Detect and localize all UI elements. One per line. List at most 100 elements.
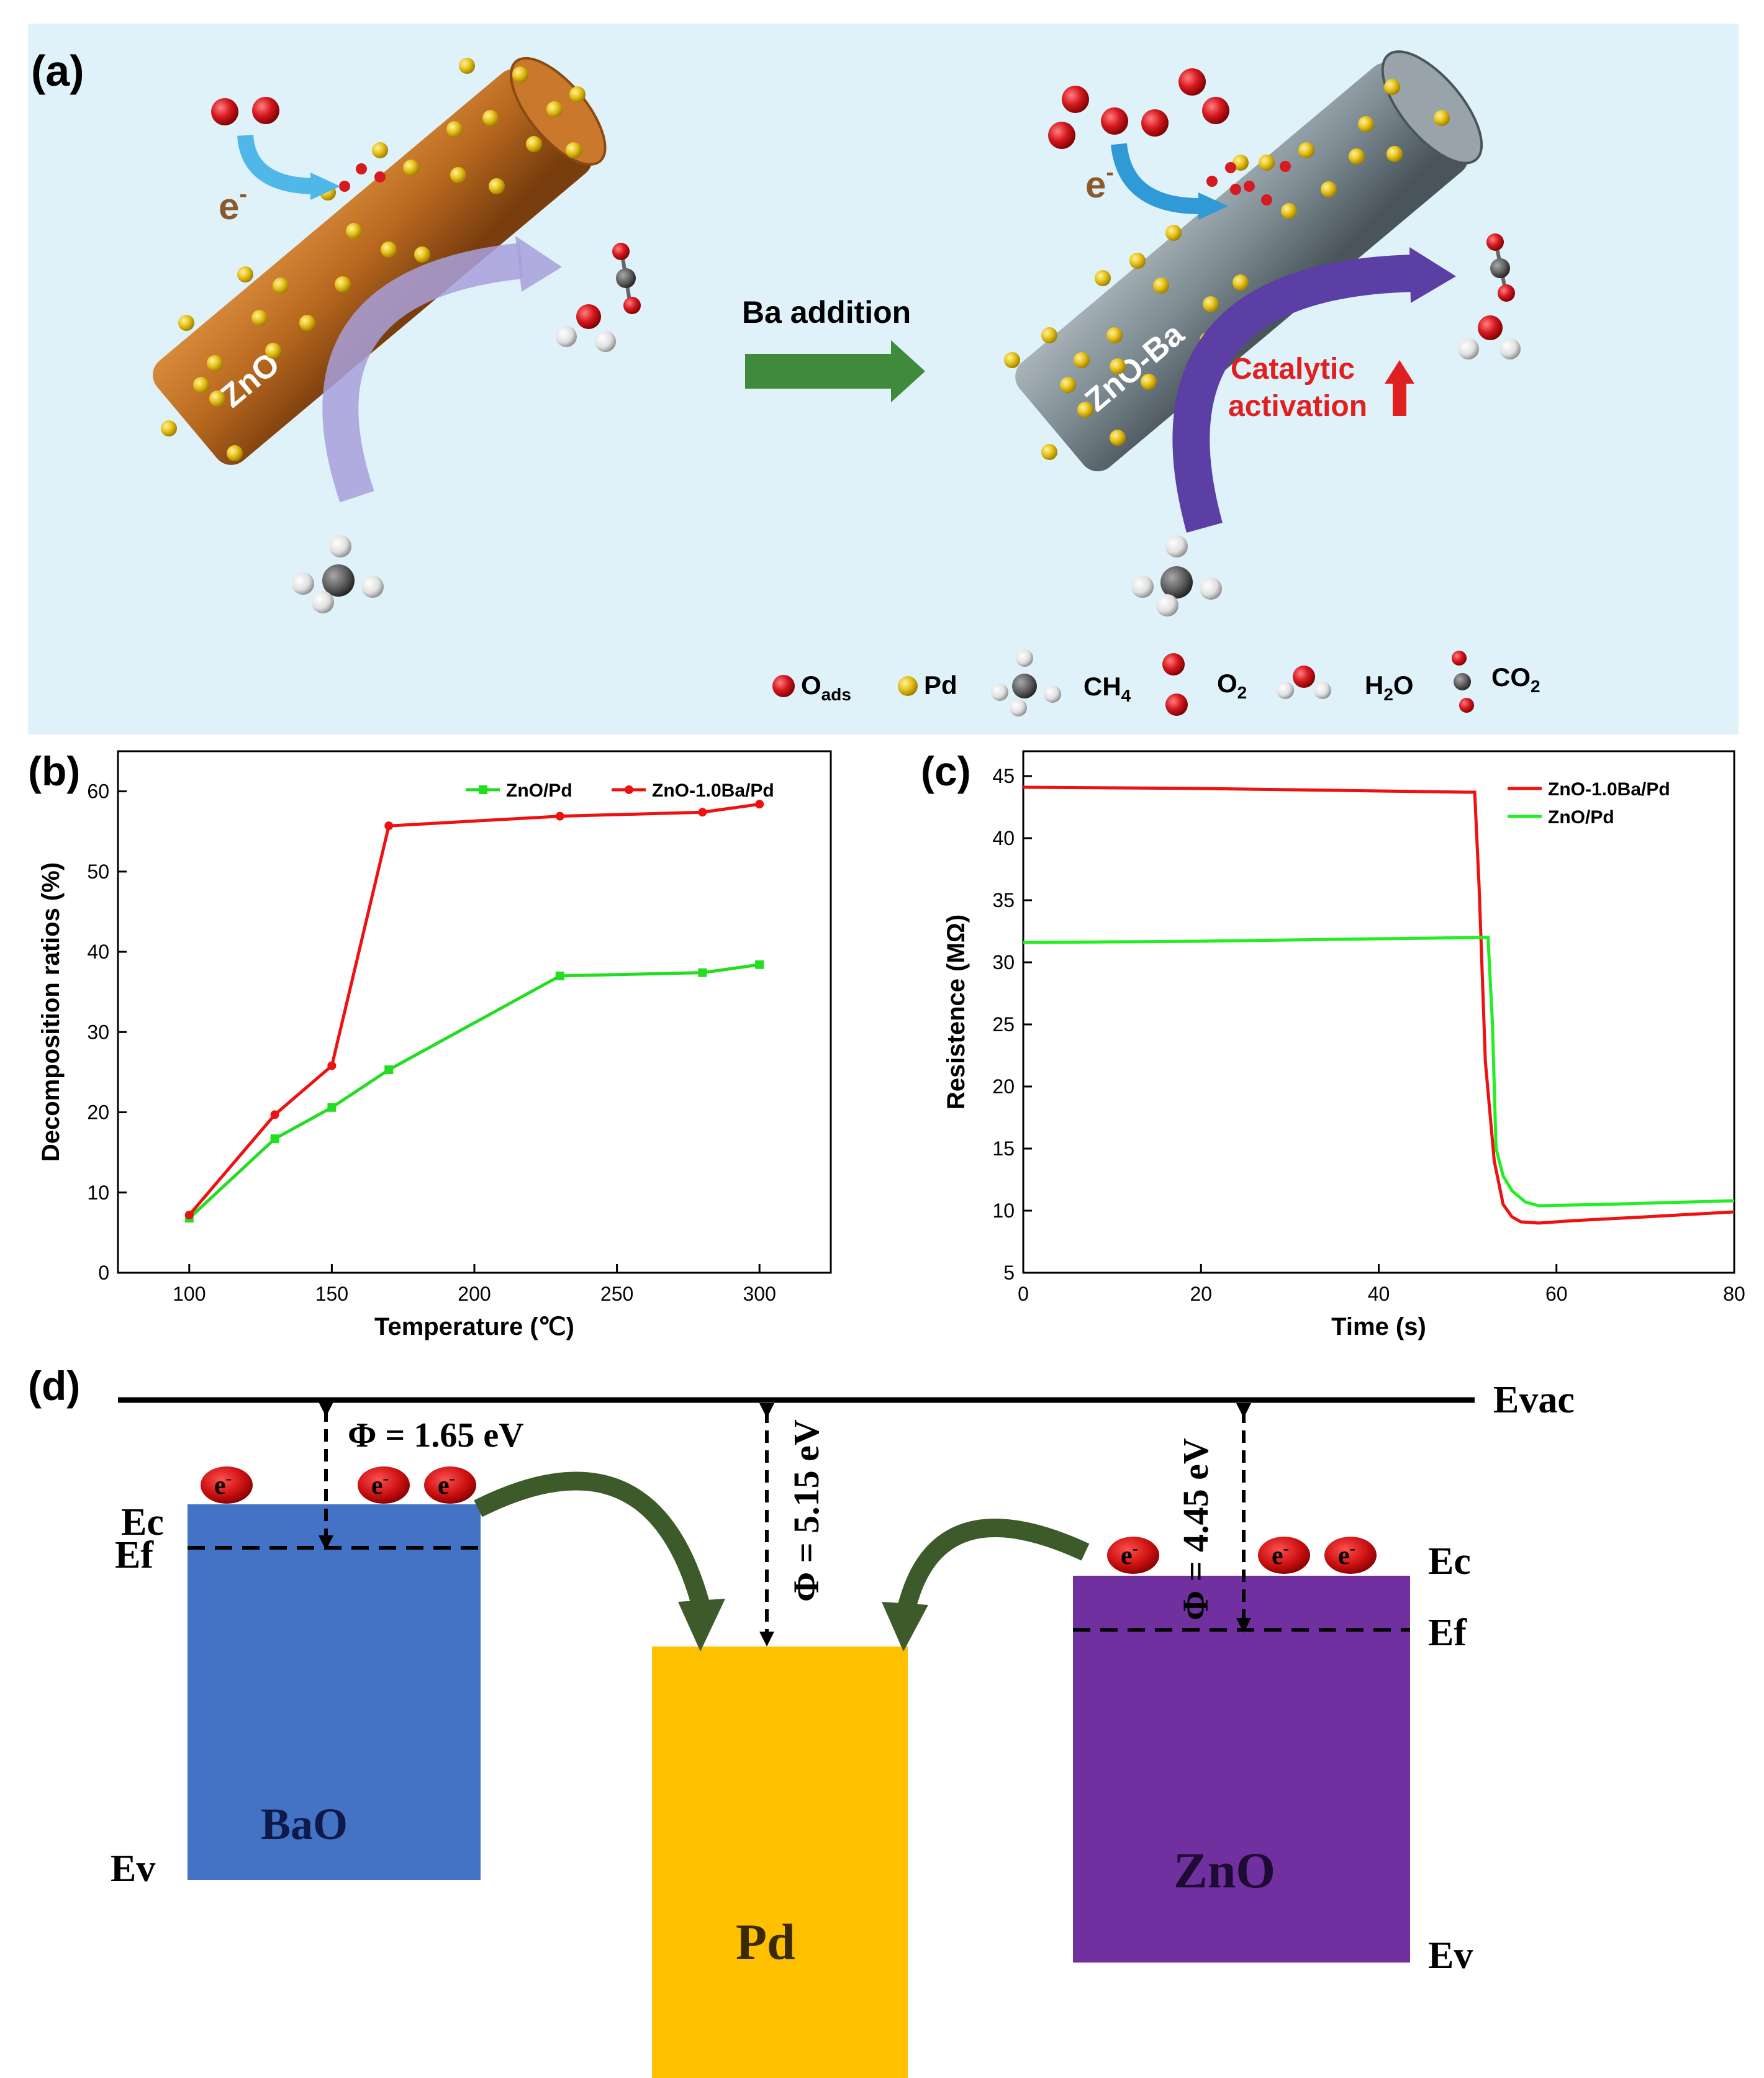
x-tick-label: 200 <box>458 1283 491 1305</box>
data-point <box>270 1110 279 1119</box>
x-axis-label: Time (s) <box>1331 1313 1426 1340</box>
electrons-bao <box>201 1466 476 1504</box>
panel-d-label: (d) <box>28 1363 80 1409</box>
y-tick-label: 0 <box>98 1262 109 1284</box>
catalytic-label-line1: Catalytic <box>1231 353 1355 386</box>
zno-phi-label: Φ = 4.45 eV <box>1175 1438 1216 1620</box>
bao-phi-label: Φ = 1.65 eV <box>348 1416 524 1455</box>
legend-label: ZnO/Pd <box>506 780 572 801</box>
series-line-0 <box>188 963 760 1219</box>
data-point <box>270 1134 279 1144</box>
electron-labels: e- e- e- e- e- e- <box>214 1469 1355 1570</box>
electron-arrow-left <box>237 134 317 194</box>
legend-label: ZnO-1.0Ba/Pd <box>1548 779 1670 800</box>
legend-h2o-label: H2O <box>1365 671 1414 704</box>
legend-marker <box>625 785 633 794</box>
legend-co2-icon <box>1452 651 1474 713</box>
panel-b: (b) 100 150 200 250 300 0 10 20 30 40 50 60 Temperat… <box>28 748 832 1340</box>
bao-block <box>188 1504 481 1880</box>
legend-o2-icon <box>1162 653 1188 716</box>
legend-oads-label: Oads <box>801 671 851 704</box>
panel-b-label: (b) <box>28 748 80 794</box>
electron-label-left: e- <box>219 181 247 227</box>
y-tick-label: 60 <box>87 780 109 803</box>
catalytic-up-arrow <box>1393 382 1406 416</box>
legend-ch4-icon <box>991 649 1061 716</box>
y-tick-label: 40 <box>992 827 1015 849</box>
svg-text:e-: e- <box>214 1469 232 1500</box>
bao-label: BaO <box>261 1799 348 1849</box>
x-tick-label: 60 <box>1545 1283 1568 1305</box>
data-point <box>555 971 564 980</box>
pd-phi-label: Φ = 5.15 eV <box>786 1419 826 1602</box>
legend-label: ZnO/Pd <box>1548 807 1614 828</box>
legend-o2-label: O2 <box>1217 669 1247 702</box>
legend-label: ZnO-1.0Ba/Pd <box>652 780 774 801</box>
pd-particles-right <box>1004 79 1450 460</box>
y-tick-label: 45 <box>992 765 1015 787</box>
legend-ch4-label: CH4 <box>1083 672 1131 705</box>
y-tick-label: 40 <box>87 941 109 963</box>
panel-a-legend: Oads Pd CH4 O2 H2O <box>772 649 1540 716</box>
data-point <box>327 1061 337 1070</box>
y-tick-label: 20 <box>992 1075 1015 1098</box>
ch4-molecule-right <box>1131 535 1222 617</box>
x-tick-label: 300 <box>743 1283 776 1305</box>
x-tick-label: 100 <box>173 1283 206 1305</box>
legend-marker <box>479 785 487 794</box>
zno-label: ZnO <box>1174 1842 1275 1899</box>
plot-frame <box>117 750 832 1274</box>
zno-block <box>1073 1576 1410 1963</box>
svg-text:e-: e- <box>1121 1539 1138 1570</box>
ba-addition-label: Ba addition <box>742 295 911 330</box>
data-point <box>184 1210 194 1219</box>
y-tick-label: 30 <box>992 951 1015 973</box>
transfer-arrow-zno-to-pd <box>897 1519 1090 1610</box>
data-point <box>698 808 707 817</box>
y-axis-label: Decomposition ratios (%) <box>37 862 65 1162</box>
ch4-molecule-left <box>292 535 384 613</box>
data-point <box>384 821 394 831</box>
x-tick-label: 80 <box>1723 1283 1745 1305</box>
zno-ba-rod: ZnO-Ba <box>1015 50 1483 472</box>
panel-d: (d) Evac Ec Ef Ev BaO Φ = 1.65 eV Pd Φ =… <box>28 1363 1575 2078</box>
legend-pd-icon <box>898 676 918 696</box>
panel-c: (c) 0 20 40 60 80 5 10 15 20 25 30 35 40 45 Time (s) Re… <box>921 748 1745 1340</box>
y-tick-label: 20 <box>87 1101 109 1124</box>
series-line-1 <box>1023 936 1735 1208</box>
x-tick-label: 20 <box>1190 1283 1212 1305</box>
pd-label: Pd <box>736 1913 795 1970</box>
y-tick-label: 30 <box>87 1021 109 1043</box>
y-tick-label: 50 <box>87 861 109 883</box>
data-point <box>698 968 707 977</box>
series-line-0 <box>1023 785 1735 1225</box>
zno-ec-label: Ec <box>1428 1540 1471 1583</box>
bao-ef-label: Ef <box>115 1534 154 1576</box>
y-axis-label: Resistence (MΩ) <box>943 915 970 1109</box>
svg-text:e-: e- <box>1338 1539 1355 1570</box>
y-tick-label: 5 <box>1003 1262 1015 1284</box>
legend-oads-icon <box>772 675 795 697</box>
plot-frame <box>1022 750 1735 1274</box>
svg-text:e-: e- <box>1272 1539 1289 1570</box>
svg-text:e-: e- <box>371 1469 389 1500</box>
series-line-1 <box>188 802 760 1216</box>
y-tick-label: 25 <box>992 1013 1015 1036</box>
y-tick-label: 10 <box>992 1199 1015 1222</box>
pd-particles-left <box>161 58 586 461</box>
chart-c: 0 20 40 60 80 5 10 15 20 25 30 35 40 45 Time (s) Resist… <box>943 750 1745 1340</box>
zno-ev-label: Ev <box>1428 1935 1473 1977</box>
svg-text:e-: e- <box>438 1469 455 1500</box>
x-tick-label: 0 <box>1018 1283 1029 1305</box>
data-point <box>555 811 564 821</box>
y-tick-label: 35 <box>992 889 1015 911</box>
legend-h2o-icon <box>1277 666 1331 699</box>
electron-label-right: e- <box>1085 160 1114 206</box>
pd-block <box>652 1647 908 2078</box>
transfer-arrow-bao-to-pd <box>474 1471 711 1610</box>
x-tick-label: 250 <box>600 1283 633 1305</box>
x-axis-label: Temperature (℃) <box>374 1313 574 1340</box>
catalytic-label-line2: activation <box>1228 390 1367 423</box>
chart-b: 100 150 200 250 300 0 10 20 30 40 50 60 Temperature … <box>37 750 832 1340</box>
